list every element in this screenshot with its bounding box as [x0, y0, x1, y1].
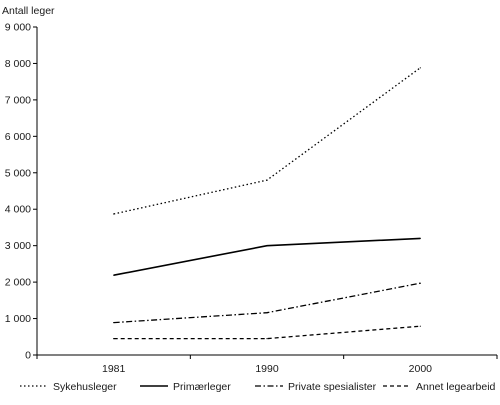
y-tick-label: 7 000 [5, 94, 31, 106]
legend-label: Private spesialister [288, 381, 377, 393]
legend-item: Annet legearbeid [383, 381, 496, 393]
series-line [113, 325, 421, 340]
series-line [113, 282, 421, 324]
data-point [419, 67, 421, 69]
legend-item: Private spesialister [255, 381, 377, 393]
x-tick-label: 2000 [409, 363, 433, 375]
series-annet-legearbeid [113, 325, 421, 340]
data-point [113, 321, 115, 324]
x-tick-label: 1981 [102, 363, 126, 375]
x-tick-label: 1990 [255, 363, 279, 375]
legend: Sykehusleger Primærleger Private spesialis… [20, 381, 496, 393]
y-tick-label: 8 000 [5, 58, 31, 70]
series-line [113, 67, 421, 215]
data-point [113, 213, 115, 215]
y-tick-label: 2 000 [5, 277, 31, 289]
y-tick-label: 3 000 [5, 240, 31, 252]
data-point [266, 245, 268, 247]
series-primærleger [113, 237, 421, 276]
y-axis: 0 1 000 2 000 3 000 4 000 5 000 6 000 7 000 8 00… [5, 22, 38, 362]
legend-item: Sykehusleger [20, 381, 117, 393]
y-tick-label: 6 000 [5, 131, 31, 143]
legend-label: Sykehusleger [53, 381, 117, 393]
x-axis: 1981 1990 2000 [36, 354, 498, 375]
y-tick-label: 5 000 [5, 167, 31, 179]
y-tick-label: 1 000 [5, 313, 31, 325]
series-layer [113, 67, 421, 340]
data-point [419, 325, 421, 327]
series-sykehusleger [113, 67, 421, 215]
data-point [419, 237, 421, 239]
legend-label: Annet legearbeid [416, 381, 496, 393]
data-point [266, 338, 268, 340]
series-private-spesialister [113, 282, 421, 324]
data-point [113, 274, 115, 276]
series-line [113, 237, 421, 276]
y-tick-label: 9 000 [5, 22, 31, 34]
data-point [266, 312, 268, 314]
y-axis-title: Antall leger [2, 5, 55, 17]
data-point [113, 338, 115, 340]
y-tick-label: 0 [25, 350, 31, 362]
data-point [266, 179, 268, 181]
y-tick-label: 4 000 [5, 204, 31, 216]
legend-label: Primærleger [173, 381, 231, 393]
data-point [419, 282, 421, 284]
legend-item: Primærleger [140, 381, 231, 393]
